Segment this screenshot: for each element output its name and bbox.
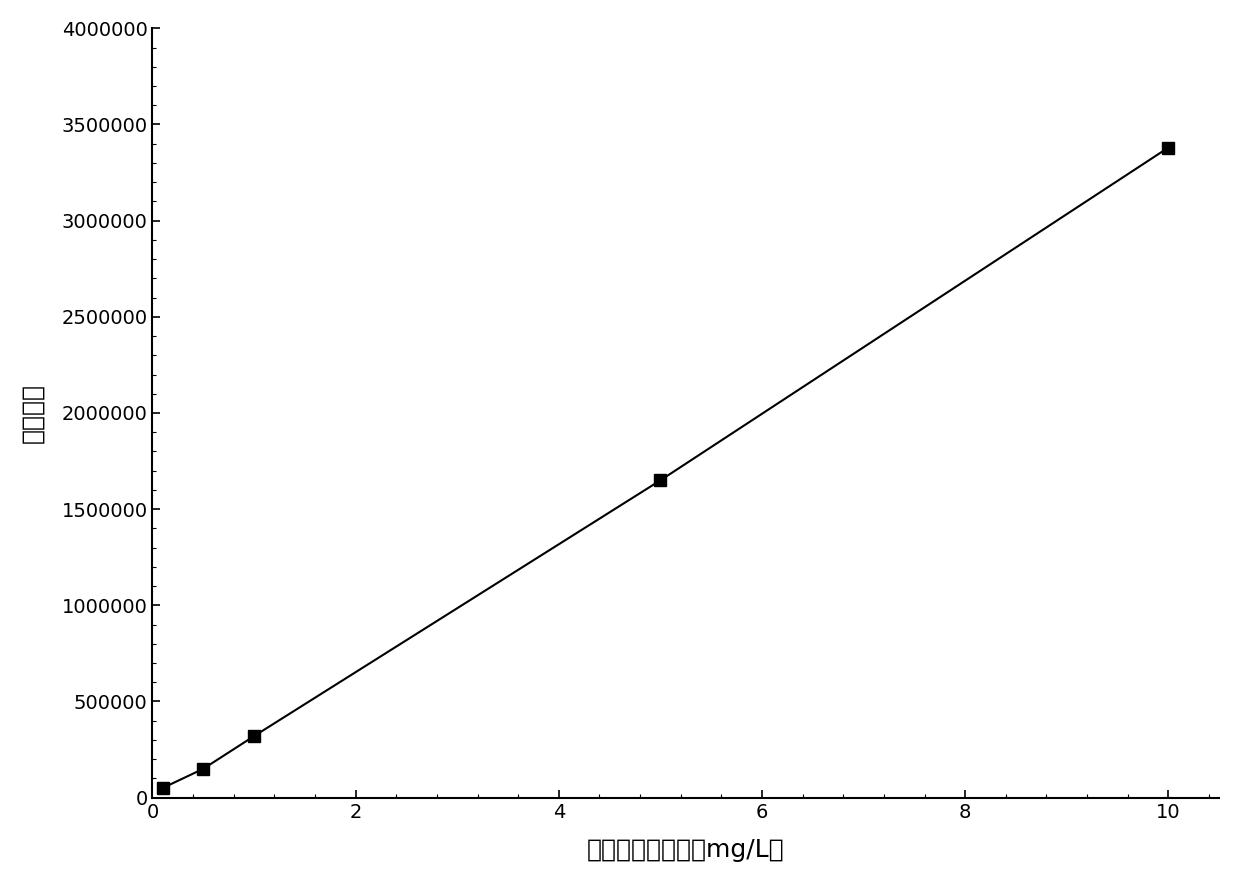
- X-axis label: 馒标准溶液浓度（mg/L）: 馒标准溶液浓度（mg/L）: [587, 838, 785, 862]
- Y-axis label: 响应强度: 响应强度: [21, 383, 45, 443]
